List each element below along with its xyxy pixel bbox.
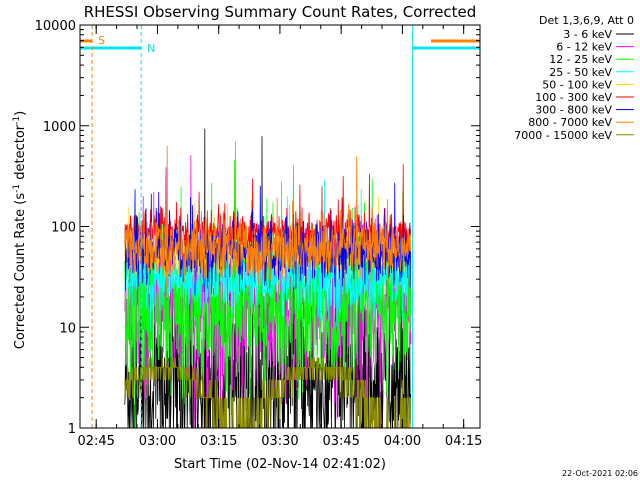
chart-title: RHESSI Observing Summary Count Rates, Co…	[84, 3, 477, 21]
axes: 1 10 100 1000 10000 02:45 03:00 03:15 03:30 03:45…	[35, 19, 483, 449]
x-tick-label: 03:00	[139, 434, 176, 449]
night-label: N	[147, 42, 155, 55]
x-tick-label: 03:45	[322, 434, 359, 449]
y-tick-label: 100	[51, 221, 76, 236]
y-axis-label-mid: detector	[13, 124, 28, 184]
y-axis-label-main: Corrected Count Rate (s	[13, 193, 28, 350]
legend-entry-5: 100 - 300 keV	[535, 91, 612, 104]
x-tick-label: 03:15	[200, 434, 237, 449]
legend-entry-4: 50 - 100 keV	[542, 78, 612, 91]
legend-entry-3: 25 - 50 keV	[549, 66, 612, 79]
legend-title: Det 1,3,6,9, Att 0	[539, 14, 634, 27]
y-axis-label-sup2: -1	[12, 116, 22, 125]
legend-entry-8: 7000 - 15000 keV	[514, 129, 612, 142]
y-axis-label-end: )	[13, 111, 28, 116]
legend-entry-7: 800 - 7000 keV	[528, 116, 612, 129]
legend-entry-6: 300 - 800 keV	[535, 104, 612, 117]
legend-entry-1: 6 - 12 keV	[556, 41, 612, 54]
series-line-3	[124, 179, 411, 332]
x-tick-label: 03:30	[261, 434, 298, 449]
y-tick-label: 10000	[35, 19, 76, 34]
y-tick-label: 10	[59, 321, 76, 336]
footer-timestamp: 22-Oct-2021 02:06	[562, 469, 638, 478]
x-tick-label: 02:45	[77, 434, 114, 449]
series-line-6	[124, 182, 411, 296]
y-axis-label: Corrected Count Rate (s-1 detector-1)	[12, 111, 28, 349]
y-tick-label: 1	[68, 422, 76, 437]
y-axis-label-sup1: -1	[12, 184, 22, 193]
x-tick-label: 04:00	[384, 434, 421, 449]
legend-entry-0: 3 - 6 keV	[563, 28, 612, 41]
legend-entry-2: 12 - 25 keV	[549, 53, 612, 66]
x-axis-label: Start Time (02-Nov-14 02:41:02)	[174, 457, 386, 472]
saa-label: S	[98, 34, 105, 47]
series-line-7	[124, 141, 411, 290]
series-line-8	[124, 357, 411, 428]
x-tick-label: 04:15	[445, 434, 482, 449]
y-tick-label: 1000	[43, 120, 76, 135]
series-layer	[124, 128, 411, 428]
